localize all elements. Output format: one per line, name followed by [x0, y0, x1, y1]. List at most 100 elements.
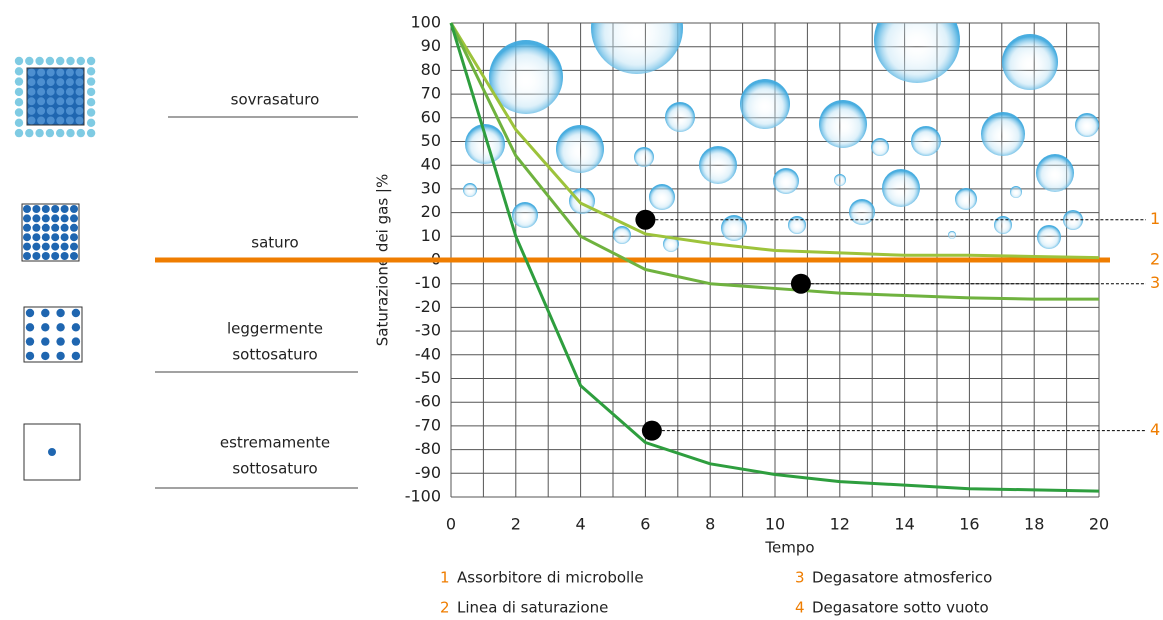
series-marker-label: 4 [1150, 420, 1160, 439]
icon-dot [56, 56, 65, 66]
state-label: sottosaturo [232, 346, 317, 364]
y-tick-label: -100 [405, 487, 441, 506]
legend-label: Degasatore sotto vuoto [812, 599, 989, 617]
icon-dot [35, 128, 44, 138]
x-tick-label: 20 [1089, 515, 1109, 534]
icon-dot [60, 233, 69, 242]
icon-dot [56, 78, 65, 87]
icon-slightly-undersaturated [23, 306, 83, 363]
legend-label: Degasatore atmosferico [812, 569, 992, 587]
icon-dot [86, 56, 96, 66]
icon-dot [25, 128, 34, 138]
icon-dot [25, 323, 35, 332]
icon-dot [56, 323, 65, 332]
icon-dot [46, 97, 55, 106]
icon-dot [41, 323, 50, 332]
icon-dot [86, 67, 96, 76]
icon-dot [23, 252, 31, 260]
icon-dot [23, 233, 31, 242]
x-tick-label: 6 [640, 515, 650, 534]
x-axis-label: Tempo [764, 539, 814, 557]
icon-dot [56, 87, 65, 96]
icon-dot [27, 68, 36, 77]
icon-dot [37, 116, 46, 125]
icon-dot [86, 128, 96, 138]
icon-dot [25, 351, 35, 361]
icon-dot [14, 56, 24, 66]
series-line [449, 22, 1099, 301]
icon-dot [46, 78, 55, 87]
icon-dot [45, 128, 55, 138]
x-tick-label: 14 [894, 515, 914, 534]
point [790, 273, 811, 294]
icon-dot [76, 56, 86, 66]
icon-dot [32, 223, 41, 232]
x-tick-label: 4 [576, 515, 586, 534]
icon-dot [41, 223, 50, 232]
icon-dot [75, 116, 84, 125]
legend-marker: 3 [795, 569, 805, 587]
icon-dot [56, 68, 65, 77]
y-tick-label: 10 [421, 226, 441, 245]
icon-dot [86, 77, 96, 86]
icon-dot [86, 118, 96, 128]
icon-dot [27, 97, 36, 106]
icon-dot [65, 106, 74, 115]
x-tick-label: 8 [705, 515, 715, 534]
y-tick-label: 50 [421, 131, 441, 150]
y-tick-label: -30 [415, 321, 441, 340]
y-tick-label: -60 [415, 392, 441, 411]
icon-dot [71, 351, 81, 361]
series-line [449, 22, 1100, 493]
icon-dot [75, 97, 84, 106]
icon-dot [70, 242, 78, 251]
icon-dot [66, 56, 75, 66]
icon-dot [14, 67, 24, 76]
icon-dot [66, 128, 75, 138]
icon-dot [46, 68, 55, 77]
y-tick-label: -10 [415, 273, 441, 292]
icon-dot [70, 205, 78, 213]
icon-dot [75, 68, 84, 77]
icon-dot [65, 68, 74, 77]
icon-dot [23, 214, 31, 223]
y-tick-label: 20 [421, 202, 441, 221]
x-tick-label: 16 [959, 515, 979, 534]
icon-dot [14, 118, 24, 128]
icon-dot [56, 97, 65, 106]
icon-dot [65, 78, 74, 87]
icon-dot [23, 223, 31, 232]
state-label: sovrasaturo [231, 91, 320, 109]
icon-dot [65, 87, 74, 96]
y-tick-label: 100 [410, 13, 441, 32]
y-tick-label: 80 [421, 60, 441, 79]
icon-dot [41, 351, 50, 361]
x-tick-label: 12 [830, 515, 850, 534]
icon-dot [51, 252, 60, 260]
icon-dot [32, 214, 41, 223]
icon-dot [32, 233, 41, 242]
y-tick-label: 70 [421, 84, 441, 103]
icon-dot [60, 214, 69, 223]
icon-dot [71, 323, 81, 332]
icon-dot [14, 108, 24, 117]
icon-dot [41, 308, 50, 318]
point [641, 420, 662, 441]
y-tick-label: -40 [415, 344, 441, 363]
icon-frame [26, 67, 85, 126]
icon-dot [86, 108, 96, 117]
icon-oversaturated [26, 67, 85, 126]
y-tick-label: 90 [421, 36, 441, 55]
series-marker-label: 1 [1150, 209, 1160, 228]
icon-dot [56, 106, 65, 115]
y-tick-label: -50 [415, 368, 441, 387]
icon-dot [60, 252, 69, 260]
y-tick-label: -70 [415, 415, 441, 434]
state-label: sottosaturo [232, 460, 317, 478]
state-label: leggermente [227, 320, 323, 338]
icon-oversaturated-ring [14, 56, 96, 138]
icon-dot [41, 337, 50, 346]
icon-saturated [21, 203, 80, 262]
point [635, 209, 656, 230]
